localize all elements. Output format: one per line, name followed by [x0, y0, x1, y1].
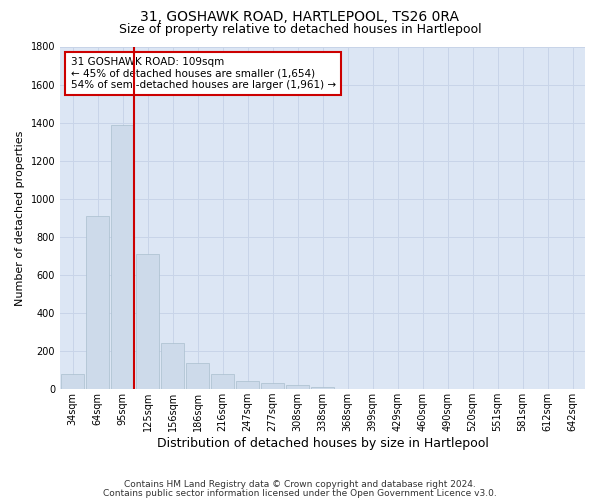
Bar [286, 386, 310, 389]
Bar [136, 254, 160, 389]
Bar [110, 124, 134, 389]
Bar [185, 362, 209, 389]
Text: 31 GOSHAWK ROAD: 109sqm
← 45% of detached houses are smaller (1,654)
54% of semi: 31 GOSHAWK ROAD: 109sqm ← 45% of detache… [71, 57, 335, 90]
Bar [211, 374, 235, 389]
Bar [236, 380, 259, 389]
Text: 31, GOSHAWK ROAD, HARTLEPOOL, TS26 0RA: 31, GOSHAWK ROAD, HARTLEPOOL, TS26 0RA [140, 10, 460, 24]
Bar [311, 388, 334, 389]
Y-axis label: Number of detached properties: Number of detached properties [15, 130, 25, 306]
Bar [161, 344, 184, 389]
Bar [260, 384, 284, 389]
X-axis label: Distribution of detached houses by size in Hartlepool: Distribution of detached houses by size … [157, 437, 488, 450]
Text: Size of property relative to detached houses in Hartlepool: Size of property relative to detached ho… [119, 22, 481, 36]
Text: Contains HM Land Registry data © Crown copyright and database right 2024.: Contains HM Land Registry data © Crown c… [124, 480, 476, 489]
Bar [61, 374, 85, 389]
Bar [86, 216, 109, 389]
Text: Contains public sector information licensed under the Open Government Licence v3: Contains public sector information licen… [103, 488, 497, 498]
